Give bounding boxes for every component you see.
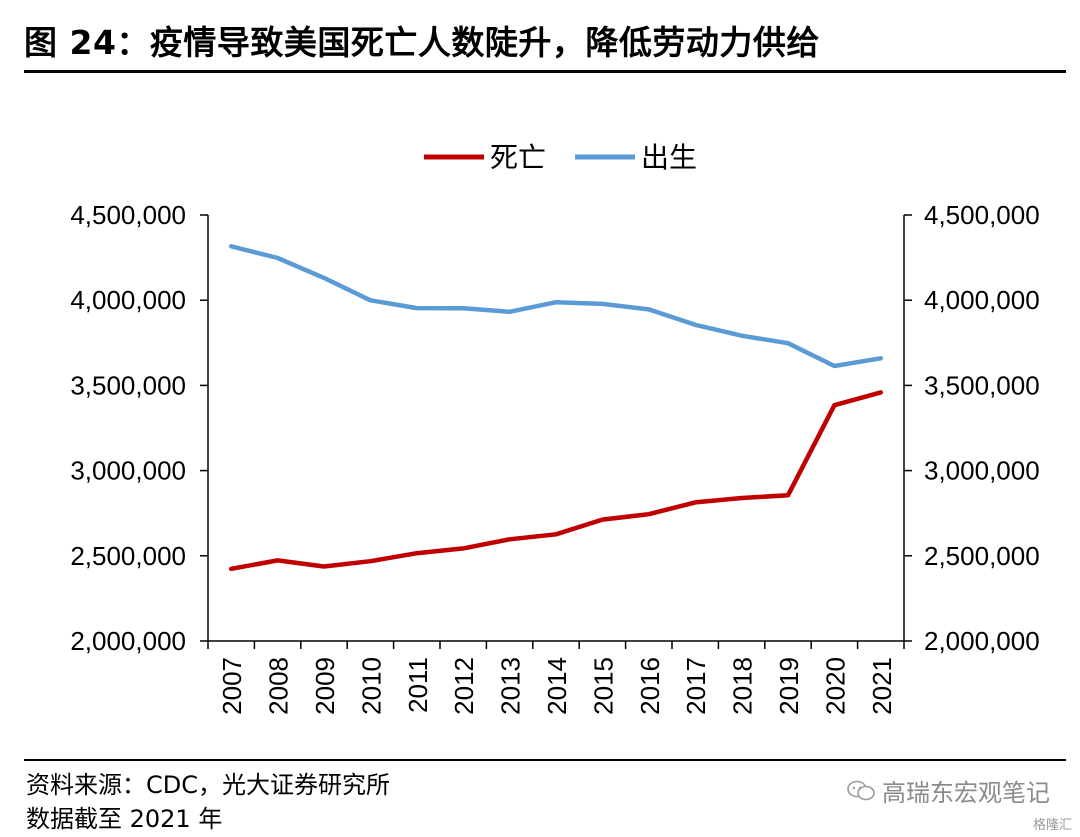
figure-title: 图 24：疫情导致美国死亡人数陡升，降低劳动力供给 bbox=[24, 23, 820, 62]
chat-bubble-icon bbox=[847, 780, 875, 800]
watermark-text: 高瑞东宏观笔记 bbox=[882, 779, 1050, 807]
watermark: 高瑞东宏观笔记 bbox=[846, 773, 1050, 808]
data-date-note: 数据截至 2021 年 bbox=[26, 805, 223, 833]
x-tick-label: 2009 bbox=[310, 657, 340, 715]
y-tick-label-right: 3,000,000 bbox=[924, 456, 1040, 486]
y-tick-label-right: 3,500,000 bbox=[924, 370, 1040, 400]
y-tick-label-left: 2,500,000 bbox=[70, 541, 186, 571]
x-tick-label: 2007 bbox=[217, 657, 247, 715]
series-line-deaths bbox=[228, 390, 884, 572]
x-tick-label: 2013 bbox=[496, 657, 526, 715]
x-tick-label: 2019 bbox=[774, 657, 804, 715]
x-tick-label: 2018 bbox=[728, 657, 758, 715]
line-chart: 死亡 出生 2,000,000 2,000,000 2,500,000 2,500,00… bbox=[70, 142, 1039, 715]
watermark-badge-text: 格隆汇 bbox=[1032, 818, 1072, 833]
title-rule bbox=[24, 70, 1066, 73]
y-tick-label-left: 3,500,000 bbox=[70, 370, 186, 400]
y-tick-label-left: 2,000,000 bbox=[70, 626, 186, 656]
y-tick-label-left: 3,000,000 bbox=[70, 456, 186, 486]
x-tick-label: 2010 bbox=[356, 657, 386, 715]
y-tick-label-right: 2,000,000 bbox=[924, 626, 1040, 656]
x-tick-label: 2017 bbox=[681, 657, 711, 715]
x-tick-label: 2008 bbox=[264, 657, 294, 715]
chart-series bbox=[228, 244, 884, 572]
y-tick-label-right: 4,500,000 bbox=[924, 200, 1040, 230]
chart-axes: 2,000,000 2,000,000 2,500,000 2,500,000 3,00… bbox=[70, 200, 1039, 715]
source-note: 资料来源：CDC，光大证券研究所 bbox=[26, 771, 390, 799]
x-tick-label: 2020 bbox=[820, 657, 850, 715]
y-tick-label-left: 4,500,000 bbox=[70, 200, 186, 230]
footer-rule bbox=[24, 759, 1066, 761]
x-tick-label: 2015 bbox=[588, 657, 618, 715]
watermark-badge: 格隆汇 bbox=[1033, 814, 1072, 833]
y-tick-label-right: 4,000,000 bbox=[924, 285, 1040, 315]
x-tick-label: 2011 bbox=[403, 657, 433, 713]
x-tick-label: 2014 bbox=[542, 657, 572, 715]
y-tick-label-right: 2,500,000 bbox=[924, 541, 1040, 571]
x-tick-label: 2016 bbox=[635, 657, 665, 715]
y-tick-label-left: 4,000,000 bbox=[70, 285, 186, 315]
x-tick-label: 2012 bbox=[449, 657, 479, 715]
legend-label: 死亡 bbox=[490, 142, 546, 173]
legend-label: 出生 bbox=[641, 142, 697, 173]
chart-legend: 死亡 出生 bbox=[424, 142, 697, 173]
x-tick-label: 2021 bbox=[867, 657, 897, 715]
series-line-births bbox=[228, 244, 884, 369]
